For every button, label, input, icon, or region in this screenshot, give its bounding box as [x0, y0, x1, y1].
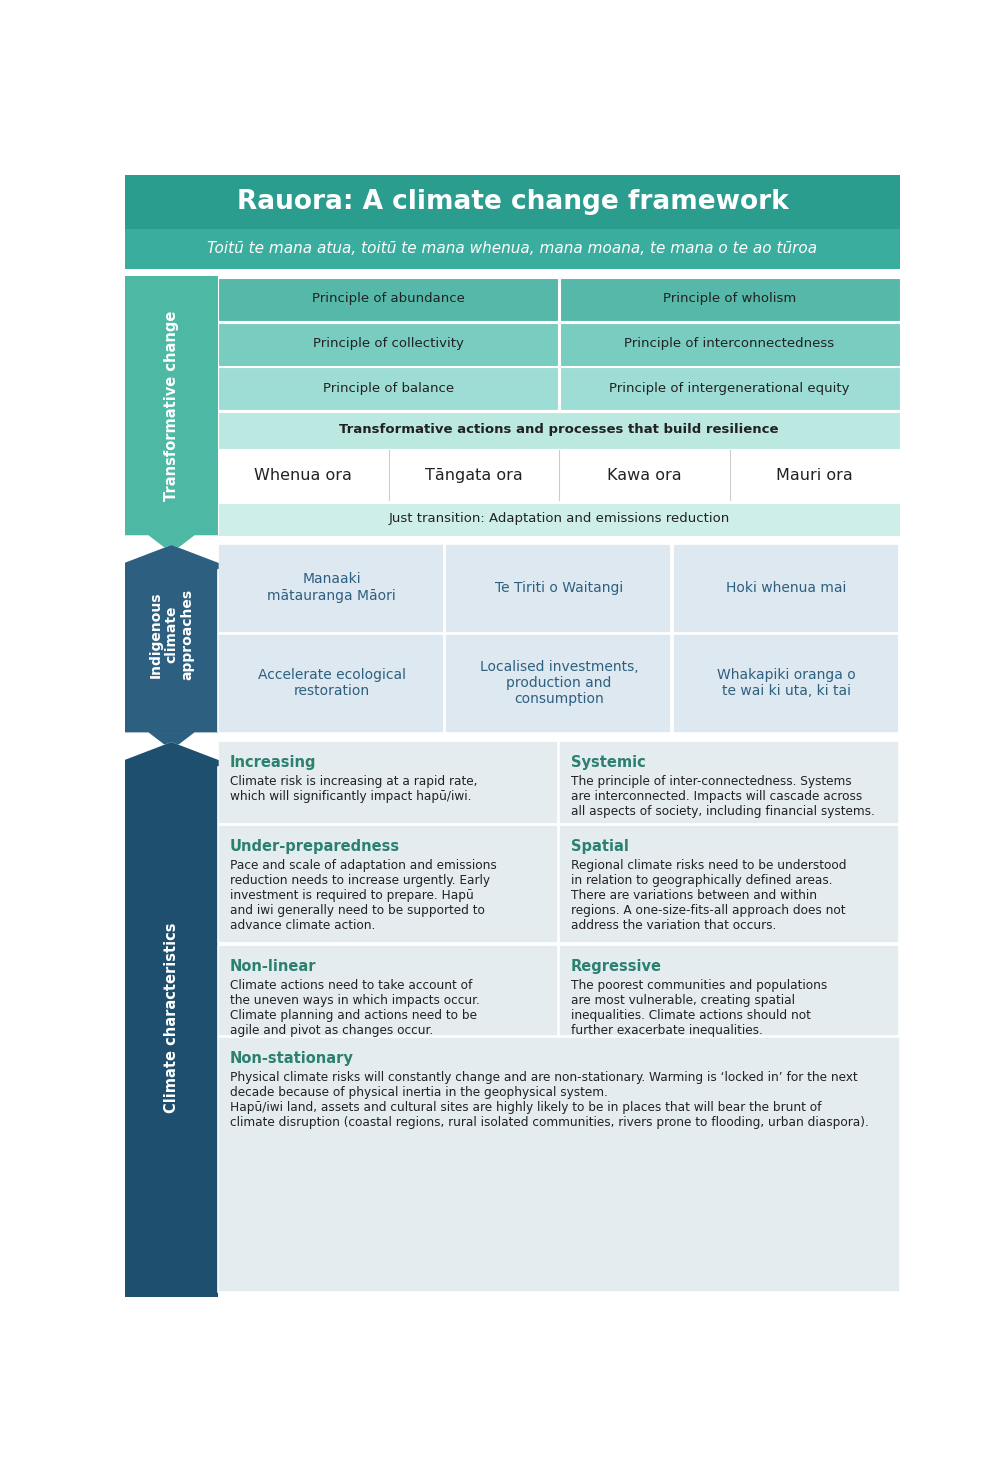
FancyBboxPatch shape [559, 944, 899, 1036]
Text: Non-stationary: Non-stationary [230, 1050, 354, 1067]
Text: Principle of collectivity: Principle of collectivity [313, 337, 464, 350]
Text: Hoki whenua mai: Hoki whenua mai [726, 580, 847, 594]
FancyBboxPatch shape [560, 322, 900, 366]
FancyBboxPatch shape [218, 278, 558, 321]
Polygon shape [125, 733, 218, 765]
Text: Transformative actions and processes that build resilience: Transformative actions and processes tha… [339, 423, 779, 436]
Text: Under-preparedness: Under-preparedness [230, 839, 400, 854]
Text: Principle of intergenerational equity: Principle of intergenerational equity [609, 382, 850, 395]
FancyBboxPatch shape [218, 412, 900, 449]
FancyBboxPatch shape [125, 739, 218, 1297]
FancyBboxPatch shape [125, 175, 900, 229]
Text: Transformative change: Transformative change [164, 310, 179, 501]
Text: The poorest communities and populations
are most vulnerable, creating spatial
in: The poorest communities and populations … [571, 979, 827, 1037]
Text: Accelerate ecological
restoration: Accelerate ecological restoration [258, 667, 406, 698]
Text: Climate risk is increasing at a rapid rate,
which will significantly impact hapū: Climate risk is increasing at a rapid ra… [230, 775, 477, 803]
FancyBboxPatch shape [125, 175, 900, 1297]
FancyBboxPatch shape [673, 543, 899, 632]
Polygon shape [125, 536, 218, 564]
FancyBboxPatch shape [218, 543, 444, 632]
Text: Systemic: Systemic [571, 755, 645, 769]
Polygon shape [125, 536, 218, 568]
Text: Rauora: A climate change framework: Rauora: A climate change framework [237, 189, 788, 214]
Text: Manaaki
mātauranga Māori: Manaaki mātauranga Māori [267, 573, 396, 603]
Text: Principle of wholism: Principle of wholism [663, 293, 796, 306]
Text: Whakapiki oranga o
te wai ki uta, ki tai: Whakapiki oranga o te wai ki uta, ki tai [717, 667, 856, 698]
FancyBboxPatch shape [560, 367, 900, 411]
Text: Regressive: Regressive [571, 959, 662, 973]
FancyBboxPatch shape [218, 503, 900, 536]
Polygon shape [125, 546, 218, 584]
Text: Principle of interconnectedness: Principle of interconnectedness [624, 337, 835, 350]
Text: Spatial: Spatial [571, 839, 629, 854]
FancyBboxPatch shape [218, 634, 444, 733]
FancyBboxPatch shape [125, 229, 900, 268]
FancyBboxPatch shape [218, 740, 558, 825]
FancyBboxPatch shape [559, 825, 899, 943]
FancyBboxPatch shape [218, 944, 558, 1036]
Text: Te Tiriti o Waitangi: Te Tiriti o Waitangi [495, 580, 623, 594]
FancyBboxPatch shape [673, 634, 899, 733]
Text: Regional climate risks need to be understood
in relation to geographically defin: Regional climate risks need to be unders… [571, 860, 846, 932]
Text: Indigenous
climate
approaches: Indigenous climate approaches [148, 589, 195, 680]
Text: The principle of inter-connectedness. Systems
are interconnected. Impacts will c: The principle of inter-connectedness. Sy… [571, 775, 874, 817]
FancyBboxPatch shape [218, 450, 900, 501]
Text: Mauri ora: Mauri ora [776, 468, 853, 482]
FancyBboxPatch shape [218, 322, 558, 366]
Text: Non-linear: Non-linear [230, 959, 316, 973]
FancyBboxPatch shape [560, 278, 900, 321]
FancyBboxPatch shape [445, 543, 671, 632]
FancyBboxPatch shape [125, 268, 900, 277]
Text: Climate actions need to take account of
the uneven ways in which impacts occur.
: Climate actions need to take account of … [230, 979, 479, 1037]
Text: Pace and scale of adaptation and emissions
reduction needs to increase urgently.: Pace and scale of adaptation and emissio… [230, 860, 496, 932]
FancyBboxPatch shape [445, 634, 671, 733]
FancyBboxPatch shape [218, 825, 558, 943]
FancyBboxPatch shape [125, 277, 218, 536]
Polygon shape [125, 743, 218, 781]
Text: Physical climate risks will constantly change and are non-stationary. Warming is: Physical climate risks will constantly c… [230, 1071, 868, 1129]
Text: Toitū te mana atua, toitū te mana whenua, mana moana, te mana o te ao tūroa: Toitū te mana atua, toitū te mana whenua… [207, 242, 818, 256]
FancyBboxPatch shape [218, 1037, 900, 1292]
Text: Tāngata ora: Tāngata ora [425, 468, 523, 482]
FancyBboxPatch shape [125, 536, 218, 733]
Text: Climate characteristics: Climate characteristics [164, 922, 179, 1113]
Text: Just transition: Adaptation and emissions reduction: Just transition: Adaptation and emission… [388, 513, 730, 525]
Text: Increasing: Increasing [230, 755, 316, 769]
Text: Principle of abundance: Principle of abundance [312, 293, 465, 306]
FancyBboxPatch shape [559, 740, 899, 825]
FancyBboxPatch shape [218, 367, 558, 411]
Text: Kawa ora: Kawa ora [607, 468, 682, 482]
Polygon shape [125, 733, 218, 761]
Text: Principle of balance: Principle of balance [323, 382, 454, 395]
Text: Whenua ora: Whenua ora [254, 468, 352, 482]
Text: Localised investments,
production and
consumption: Localised investments, production and co… [480, 660, 638, 707]
